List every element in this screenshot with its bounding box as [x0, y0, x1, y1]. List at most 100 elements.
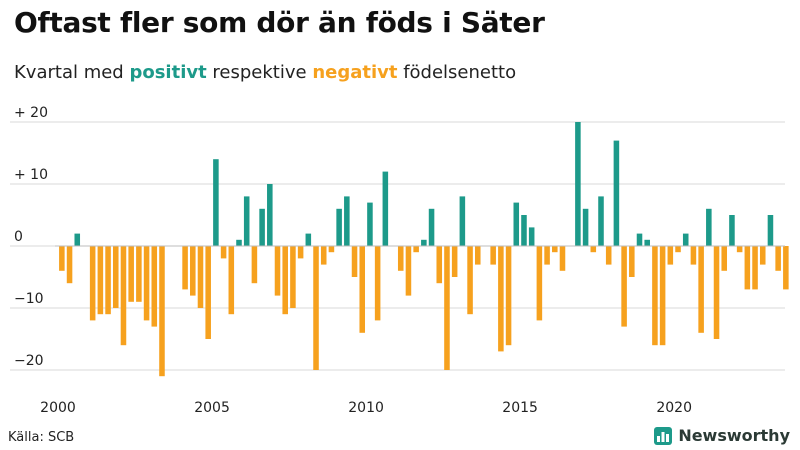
bar [313, 246, 319, 370]
bar [613, 140, 620, 246]
bar [297, 246, 304, 259]
bar [590, 246, 597, 253]
bar [159, 246, 165, 377]
y-tick-label: −10 [14, 291, 44, 307]
bar [721, 246, 728, 271]
bar [97, 246, 104, 315]
bar [513, 202, 520, 246]
bar [536, 246, 543, 321]
bar [197, 246, 204, 308]
bar [428, 208, 435, 246]
bar [667, 246, 674, 265]
bar [243, 196, 250, 246]
bar [405, 246, 412, 296]
bar [767, 215, 774, 246]
bar [621, 246, 627, 327]
bar [213, 159, 219, 246]
subtitle-text-pre: Kvartal med [14, 62, 130, 83]
bar [629, 246, 635, 277]
source-label: Källa: SCB [8, 430, 75, 445]
bar [374, 246, 381, 321]
bar [274, 246, 281, 296]
bar [598, 196, 604, 246]
bar [344, 196, 350, 246]
chart-subtitle: Kvartal med positivt respektive negativt… [14, 62, 516, 83]
bar [367, 202, 373, 246]
y-tick-label: + 20 [14, 105, 48, 121]
bar [744, 246, 751, 290]
bar [644, 239, 650, 246]
bar [690, 246, 697, 265]
bar [128, 246, 134, 302]
bar [675, 246, 681, 253]
bar [490, 246, 496, 265]
bar [359, 246, 366, 333]
bar [559, 246, 566, 271]
bar [582, 208, 589, 246]
bar [444, 246, 450, 370]
bar [351, 246, 358, 277]
subtitle-positive-label: positivt [129, 62, 207, 83]
y-tick-label: 0 [14, 229, 23, 245]
bar [328, 246, 335, 253]
bar [282, 246, 288, 315]
bar-chart-logo-icon [654, 426, 673, 445]
brand-logo: Newsworthy [654, 426, 790, 445]
bar [659, 246, 666, 346]
bar [290, 246, 296, 308]
x-tick-label: 2010 [348, 400, 384, 416]
bar [59, 246, 65, 271]
bar [66, 246, 73, 284]
bar [228, 246, 235, 315]
bar [729, 215, 735, 246]
y-tick-label: −20 [14, 353, 44, 369]
bar [236, 239, 242, 246]
bar [759, 246, 766, 265]
bar [736, 246, 743, 253]
bar [713, 246, 720, 339]
x-tick-label: 2000 [40, 400, 76, 416]
bar [775, 246, 781, 271]
bar [320, 246, 327, 265]
bar [498, 246, 504, 352]
bar [682, 233, 689, 246]
x-tick-label: 2005 [194, 400, 230, 416]
bar [112, 246, 119, 308]
bar [451, 246, 458, 277]
bar [436, 246, 443, 284]
bar [89, 246, 96, 321]
bar [151, 246, 158, 327]
bar [698, 246, 704, 333]
bar [220, 246, 227, 259]
bar [605, 246, 612, 265]
bar [74, 233, 81, 246]
bar [552, 246, 558, 253]
bar [544, 246, 550, 265]
bar [205, 246, 211, 339]
x-tick-label: 2015 [502, 400, 538, 416]
bar [467, 246, 473, 315]
bar [474, 246, 481, 265]
bar [251, 246, 258, 284]
bar [397, 246, 404, 271]
bar [259, 208, 265, 246]
bar [136, 246, 142, 302]
bar [382, 171, 389, 246]
bar [143, 246, 150, 321]
bar [267, 184, 273, 246]
bar [706, 208, 712, 246]
bar [336, 208, 342, 246]
brand-name: Newsworthy [678, 426, 790, 445]
bar [528, 227, 535, 246]
bar [105, 246, 111, 315]
subtitle-text-mid: respektive [206, 62, 313, 83]
bar [636, 233, 643, 246]
bar [652, 246, 658, 346]
x-tick-label: 2020 [656, 400, 692, 416]
chart-title: Oftast fler som dör än föds i Säter [14, 6, 545, 39]
y-tick-label: + 10 [14, 167, 48, 183]
bar [182, 246, 188, 290]
bar [120, 246, 127, 346]
bar [575, 122, 581, 246]
